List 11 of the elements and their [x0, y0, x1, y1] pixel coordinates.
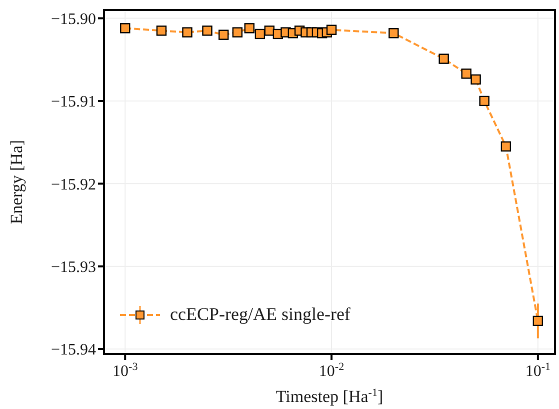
y-tick-label: −15.93 [50, 259, 96, 276]
y-tick-label: −15.94 [50, 342, 96, 359]
y-tick-label: −15.90 [50, 10, 96, 28]
y-axis-title: Energy [Ha] [7, 140, 26, 224]
x-axis-title: Timestep [Ha$^{-1}$] [276, 387, 384, 406]
y-tick-label: −15.91 [50, 94, 96, 111]
legend-label: ccECP-reg/AE single-ref [170, 304, 350, 325]
y-tick-label: −15.92 [50, 176, 96, 194]
x-tick-label: 10$^{-3}$ [112, 361, 138, 380]
x-tick-label: 10$^{-1}$ [525, 361, 550, 380]
x-tick-label: 10$^{-2}$ [318, 361, 344, 380]
